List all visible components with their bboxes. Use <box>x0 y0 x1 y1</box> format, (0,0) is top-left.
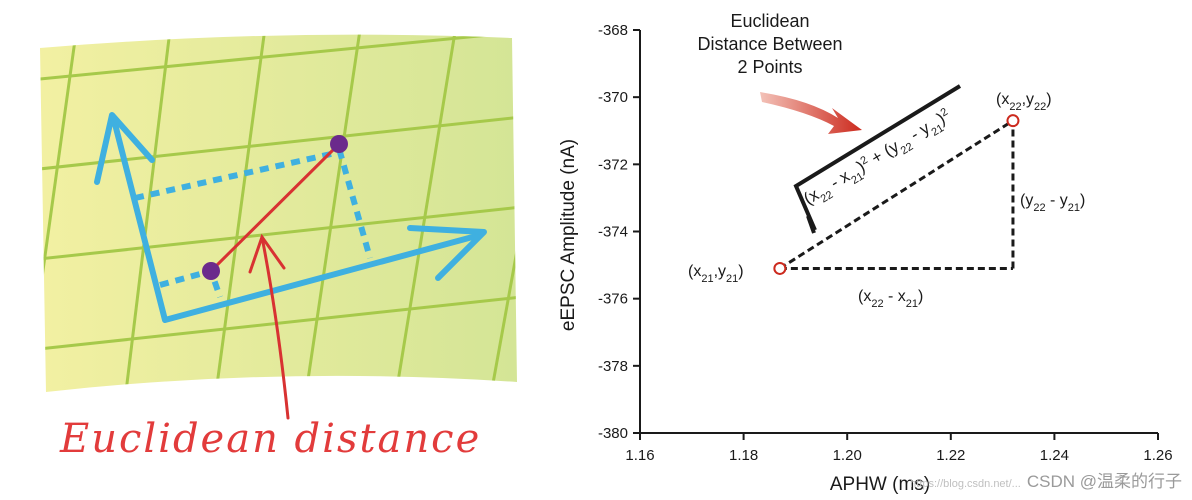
scatter-plot-panel: 1.16 1.18 1.20 1.22 1.24 1.26 -368 -370 -372 -37… <box>540 0 1192 500</box>
point-b <box>330 135 348 153</box>
caption-euclidean-distance: Euclidean distance <box>59 416 481 462</box>
diagram-title-line-3: 2 Points <box>737 57 802 77</box>
x-tick-label: 1.18 <box>729 447 758 464</box>
euclidean-sketch-panel: Euclidean distance <box>0 0 540 500</box>
y-tick-group: -368 -370 -372 -374 -376 -378 -380 <box>598 22 640 442</box>
distance-triangle <box>779 119 1015 270</box>
distance-line <box>209 142 341 273</box>
grid-lines <box>40 34 517 393</box>
point-a <box>202 262 220 280</box>
x-axis-label: APHW (ms) <box>830 474 930 495</box>
data-point-2 <box>1006 114 1020 128</box>
pointer-arrow <box>248 233 290 420</box>
x-tick-label: 1.24 <box>1040 447 1069 464</box>
y-tick-label: -372 <box>598 156 628 173</box>
data-point-1 <box>773 261 787 275</box>
dy-label: (y22 - y21) <box>1020 192 1085 214</box>
diagram-title-line-2: Distance Between <box>697 34 842 54</box>
data-points <box>773 114 1020 275</box>
y-tick-label: -376 <box>598 291 628 308</box>
y-tick-label: -380 <box>598 425 628 442</box>
title-pointer-arrow <box>760 92 862 134</box>
watermark-url: https://blog.csdn.net/... <box>910 478 1021 490</box>
x-tick-label: 1.26 <box>1143 447 1172 464</box>
point2-label: (x22,y22) <box>996 91 1052 113</box>
dx-label: (x22 - x21) <box>858 288 923 310</box>
hypotenuse-line <box>779 119 1014 270</box>
watermark-main: CSDN @温柔的行子 <box>1026 472 1182 491</box>
y-tick-label: -368 <box>598 22 628 39</box>
distance-formula: (x22 - x21)2 + (y22 - y21)2 <box>800 106 956 213</box>
y-axis-label: eEPSC Amplitude (nA) <box>558 139 579 331</box>
point1-label: (x21,y21) <box>688 263 744 285</box>
sqrt-tick <box>806 215 816 234</box>
x-tick-group: 1.16 1.18 1.20 1.22 1.24 1.26 <box>625 433 1173 464</box>
y-tick-label: -378 <box>598 358 628 375</box>
coordinate-axes <box>94 112 487 323</box>
x-tick-label: 1.16 <box>625 447 654 464</box>
sqrt-bracket <box>793 84 962 231</box>
watermark: https://blog.csdn.net/... CSDN @温柔的行子 <box>910 467 1182 492</box>
diagram-title-line-1: Euclidean <box>730 11 809 31</box>
y-tick-label: -370 <box>598 89 628 106</box>
x-tick-label: 1.20 <box>833 447 862 464</box>
x-tick-label: 1.22 <box>936 447 965 464</box>
y-tick-label: -374 <box>598 224 628 241</box>
